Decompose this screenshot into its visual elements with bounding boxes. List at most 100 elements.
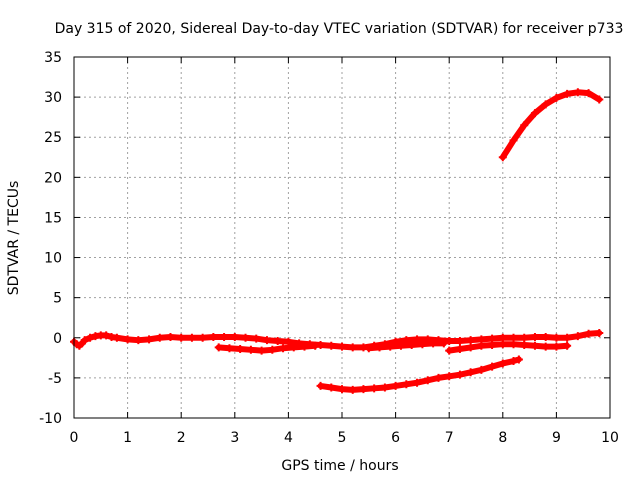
data-point <box>327 341 336 350</box>
data-point <box>413 378 422 387</box>
data-point <box>257 346 266 355</box>
data-point <box>370 384 379 393</box>
data-point <box>552 342 561 351</box>
data-point <box>145 335 154 344</box>
data-point <box>284 337 293 346</box>
y-tick-label: 10 <box>44 251 62 267</box>
data-point <box>477 365 486 374</box>
data-point <box>477 341 486 350</box>
data-point <box>338 342 346 351</box>
data-point <box>541 100 550 109</box>
x-tick-label: 4 <box>284 430 293 446</box>
data-point <box>455 370 464 379</box>
x-tick-label: 9 <box>552 430 561 446</box>
data-point <box>348 385 357 394</box>
data-point <box>509 357 518 366</box>
data-point <box>563 333 572 342</box>
data-point <box>396 341 405 350</box>
data-point <box>246 345 255 354</box>
data-point <box>418 340 427 349</box>
data-point <box>187 333 196 342</box>
data-point <box>177 333 186 342</box>
y-tick-label: -5 <box>48 371 62 387</box>
data-point <box>509 340 518 349</box>
x-tick-label: 3 <box>230 430 239 446</box>
data-point <box>230 332 239 341</box>
y-tick-label: 20 <box>44 170 62 186</box>
data-point <box>429 339 438 348</box>
data-point <box>541 332 550 341</box>
x-axis-label: GPS time / hours <box>281 458 398 474</box>
x-tick-label: 5 <box>338 430 347 446</box>
data-point <box>86 333 95 342</box>
data-point <box>595 95 604 104</box>
x-tick-label: 10 <box>601 430 619 446</box>
data-point <box>289 343 298 352</box>
data-point <box>338 385 346 394</box>
data-point <box>241 333 250 342</box>
data-point <box>327 383 336 392</box>
data-point <box>214 343 223 352</box>
data-point <box>530 341 539 350</box>
x-tick-label: 1 <box>123 430 132 446</box>
data-point <box>402 380 411 389</box>
data-point <box>225 344 234 353</box>
data-points <box>70 88 604 394</box>
data-point <box>530 109 539 118</box>
data-point <box>563 341 572 350</box>
data-point <box>311 341 320 350</box>
data-point <box>466 368 475 377</box>
data-point <box>236 345 245 354</box>
data-point <box>380 383 389 392</box>
data-point <box>300 342 309 351</box>
data-point <box>209 332 218 341</box>
x-tick-label: 7 <box>445 430 454 446</box>
data-point <box>498 340 507 349</box>
data-point <box>530 332 539 341</box>
x-tick-label: 0 <box>70 430 79 446</box>
y-axis-label: SDTVAR / TECUs <box>6 181 22 296</box>
y-tick-label: 15 <box>44 210 62 226</box>
series-3 <box>364 339 448 353</box>
data-point <box>498 359 507 368</box>
data-point <box>268 345 277 354</box>
data-point <box>455 345 464 354</box>
data-point <box>155 333 164 342</box>
y-tick-label: 5 <box>53 291 62 307</box>
series-4 <box>445 340 572 355</box>
data-point <box>316 381 325 390</box>
data-point <box>220 332 229 341</box>
data-point <box>102 331 111 340</box>
chart-title: Day 315 of 2020, Sidereal Day-to-day VTE… <box>55 21 624 37</box>
x-tick-label: 6 <box>391 430 400 446</box>
data-point <box>445 336 454 345</box>
data-point <box>262 336 271 345</box>
data-point <box>498 153 507 162</box>
series-trace <box>317 356 522 393</box>
y-tick-label: 30 <box>44 90 62 106</box>
data-point <box>279 344 288 353</box>
data-point <box>348 343 357 352</box>
data-point <box>488 362 497 371</box>
data-point <box>134 336 143 345</box>
x-tick-label: 8 <box>498 430 507 446</box>
data-point <box>391 381 400 390</box>
data-point <box>520 121 529 130</box>
series-6 <box>498 88 604 162</box>
data-point <box>573 332 582 341</box>
data-point <box>386 342 395 351</box>
data-point <box>455 336 464 345</box>
data-point <box>466 343 475 352</box>
series-trace <box>215 342 319 354</box>
data-point <box>112 333 121 342</box>
y-tick-label: 25 <box>44 130 62 146</box>
data-point <box>514 355 523 364</box>
data-point <box>123 335 132 344</box>
data-point <box>273 336 282 345</box>
data-point <box>520 340 529 349</box>
data-point <box>488 340 497 349</box>
data-point <box>552 333 561 342</box>
data-point <box>166 332 175 341</box>
data-point <box>584 89 593 98</box>
